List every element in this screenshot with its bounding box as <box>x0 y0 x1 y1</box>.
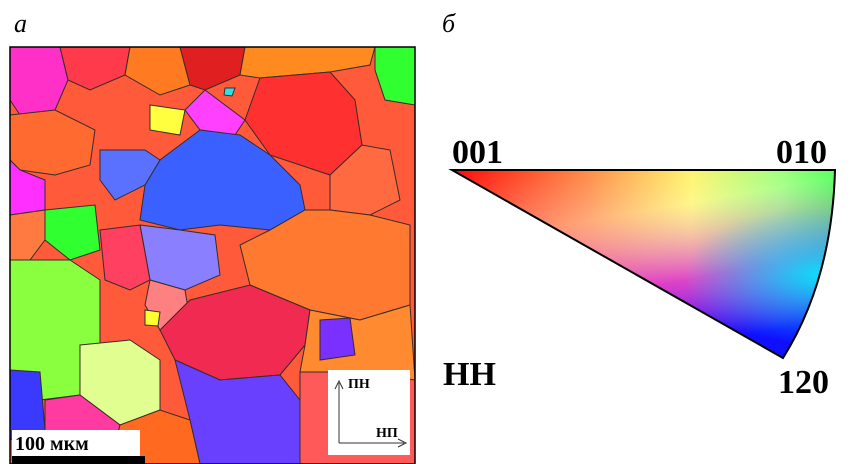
scale-bar-label: 100 мкм <box>15 433 89 455</box>
panel-label: б <box>442 9 456 38</box>
direction-label: НН <box>443 356 496 393</box>
axis-label: ПН <box>348 377 370 392</box>
corner-label: 001 <box>452 134 503 171</box>
figure: а б 100 мкм <box>0 0 853 464</box>
corner-label: 120 <box>778 364 829 401</box>
panel-label: а <box>14 9 27 38</box>
axis-label: НП <box>376 426 398 441</box>
corner-label: 010 <box>776 134 827 171</box>
ipf-triangle <box>450 168 840 363</box>
scale-bar <box>12 456 145 464</box>
